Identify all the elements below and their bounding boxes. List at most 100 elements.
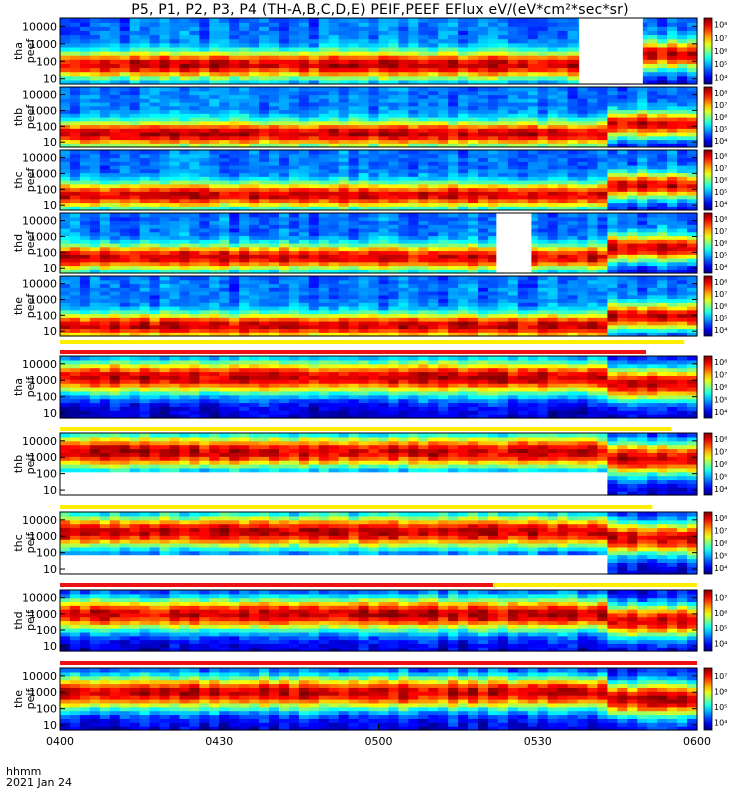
heatmap-cell <box>587 98 599 103</box>
heatmap-cell <box>687 150 698 155</box>
heatmap-cell <box>269 302 280 307</box>
heatmap-cell <box>89 42 101 48</box>
heatmap-cell <box>159 63 171 69</box>
heatmap-cell <box>229 332 240 337</box>
heatmap-cell <box>239 302 250 307</box>
heatmap-cell <box>298 261 310 267</box>
heatmap-cell <box>119 332 131 337</box>
heatmap-cell <box>607 165 618 170</box>
heatmap-cell <box>278 246 290 252</box>
heatmap-cell <box>308 202 320 207</box>
heatmap-cell <box>259 157 270 162</box>
heatmap-cell <box>109 153 121 159</box>
heatmap-cell <box>428 168 439 174</box>
heatmap-cell <box>298 117 310 122</box>
heatmap-cell <box>667 75 678 81</box>
heatmap-cell <box>487 213 499 218</box>
heatmap-cell <box>408 98 419 103</box>
heatmap-cell <box>328 254 340 259</box>
heatmap-cell <box>89 213 101 218</box>
heatmap-cell <box>368 172 380 177</box>
heatmap-cell <box>647 224 658 229</box>
heatmap-cell <box>617 113 628 118</box>
heatmap-cell <box>517 18 529 23</box>
heatmap-cell <box>358 105 370 111</box>
heatmap-cell <box>458 105 469 111</box>
heatmap-cell <box>308 276 320 281</box>
heatmap-cell <box>298 94 310 99</box>
heatmap-cell <box>298 206 310 211</box>
heatmap-cell <box>179 150 190 155</box>
heatmap-cell <box>288 38 300 44</box>
heatmap-cell <box>199 328 210 333</box>
heatmap-cell <box>159 34 171 40</box>
heatmap-cell <box>627 239 638 244</box>
heatmap-cell <box>328 276 340 281</box>
heatmap-cell <box>328 153 340 159</box>
heatmap-cell <box>99 157 111 162</box>
heatmap-cell <box>219 276 230 281</box>
heatmap-cell <box>617 117 628 122</box>
heatmap-cell <box>119 172 131 177</box>
heatmap-cell <box>229 187 240 192</box>
heatmap-cell <box>507 75 519 81</box>
heatmap-cell <box>597 109 609 114</box>
heatmap-cell <box>517 109 529 114</box>
heatmap-cell <box>378 302 390 307</box>
heatmap-cell <box>159 98 171 103</box>
data-gap <box>496 213 532 273</box>
heatmap-cell <box>199 202 210 207</box>
heatmap-cell <box>239 161 250 166</box>
heatmap-cell <box>60 117 71 122</box>
heatmap-cell <box>398 105 409 111</box>
heatmap-cell <box>478 139 489 144</box>
heatmap-cell <box>109 79 121 85</box>
heatmap-cell <box>408 63 419 69</box>
heatmap-cell <box>408 231 419 237</box>
heatmap-cell <box>179 26 190 31</box>
heatmap-cell <box>69 153 81 159</box>
heatmap-cell <box>209 243 220 248</box>
heatmap-cell <box>239 55 250 60</box>
heatmap-cell <box>627 180 638 185</box>
heatmap-cell <box>99 195 111 200</box>
heatmap-cell <box>189 187 200 192</box>
heatmap-cell <box>687 128 698 133</box>
heatmap-cell <box>159 220 171 225</box>
heatmap-cell <box>338 38 350 44</box>
heatmap-cell <box>139 105 151 111</box>
heatmap-cell <box>119 195 131 200</box>
heatmap-cell <box>288 224 300 229</box>
heatmap-cell <box>278 22 290 27</box>
heatmap-cell <box>388 75 399 81</box>
heatmap-cell <box>418 94 429 99</box>
heatmap-cell <box>269 139 280 144</box>
heatmap-cell <box>527 195 539 200</box>
heatmap-cell <box>278 128 290 133</box>
heatmap-cell <box>159 67 171 73</box>
heatmap-cell <box>497 22 509 27</box>
heatmap-cell <box>448 168 459 174</box>
heatmap-cell <box>139 202 151 207</box>
heatmap-cell <box>557 269 569 274</box>
heatmap-cell <box>478 269 489 274</box>
heatmap-cell <box>617 176 628 181</box>
heatmap-cell <box>79 195 91 200</box>
heatmap-cell <box>159 161 171 166</box>
heatmap-cell <box>259 102 270 107</box>
heatmap-cell <box>537 42 549 48</box>
heatmap-cell <box>567 51 579 56</box>
heatmap-cell <box>79 187 91 192</box>
heatmap-cell <box>617 239 628 244</box>
heatmap-cell <box>667 105 678 111</box>
heatmap-cell <box>597 128 609 133</box>
heatmap-cell <box>199 109 210 114</box>
heatmap-cell <box>378 117 390 122</box>
heatmap-cell <box>249 102 260 107</box>
heatmap-cell <box>139 231 151 237</box>
heatmap-cell <box>60 250 71 255</box>
heatmap-cell <box>527 202 539 207</box>
heatmap-cell <box>677 55 688 60</box>
heatmap-cell <box>557 105 569 111</box>
heatmap-cell <box>567 206 579 211</box>
